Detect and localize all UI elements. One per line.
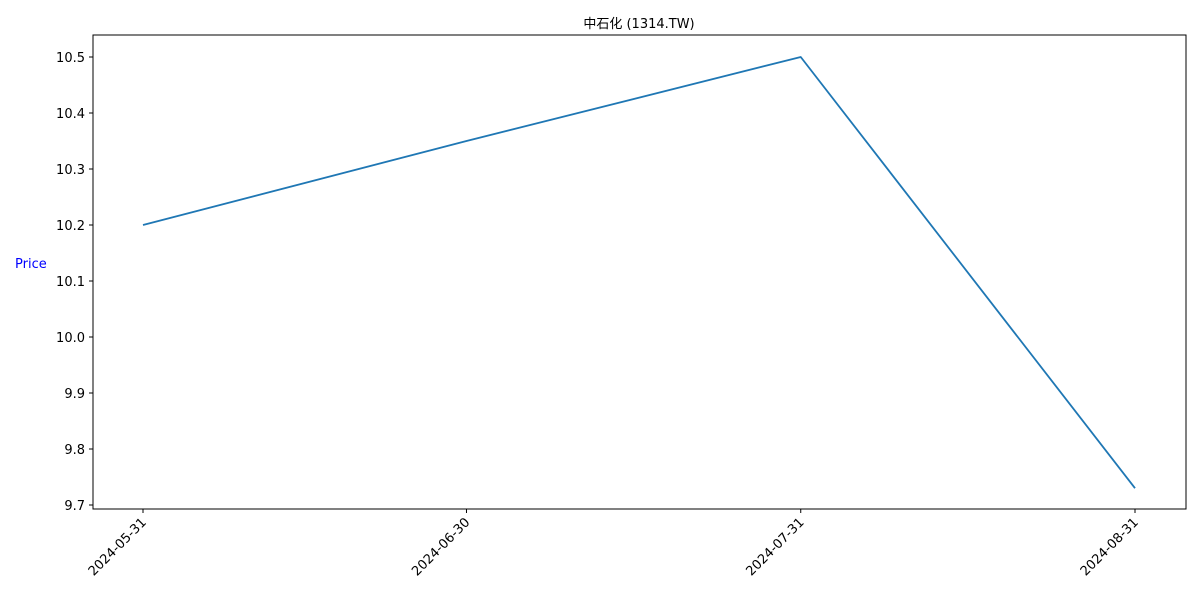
y-axis-label: Price bbox=[15, 257, 47, 272]
y-tick-label: 10.1 bbox=[56, 275, 85, 290]
y-tick-label: 10.2 bbox=[56, 219, 85, 234]
y-tick-label: 9.7 bbox=[64, 499, 85, 514]
y-tick-label: 10.0 bbox=[56, 331, 85, 346]
y-tick-label: 9.8 bbox=[64, 443, 85, 458]
y-tick-label: 10.4 bbox=[56, 107, 85, 122]
y-tick-label: 10.5 bbox=[56, 51, 85, 66]
plot-frame bbox=[92, 34, 1187, 510]
y-tick-label: 10.3 bbox=[56, 163, 85, 178]
series-line bbox=[142, 56, 1136, 489]
y-tick-label: 9.9 bbox=[64, 387, 85, 402]
y-axis: 9.7 9.8 9.9 10.0 10.1 10.2 10.3 10.4 10.5 bbox=[56, 51, 93, 514]
chart-title: 中石化 (1314.TW) bbox=[583, 17, 694, 32]
series-layer bbox=[142, 56, 1136, 489]
